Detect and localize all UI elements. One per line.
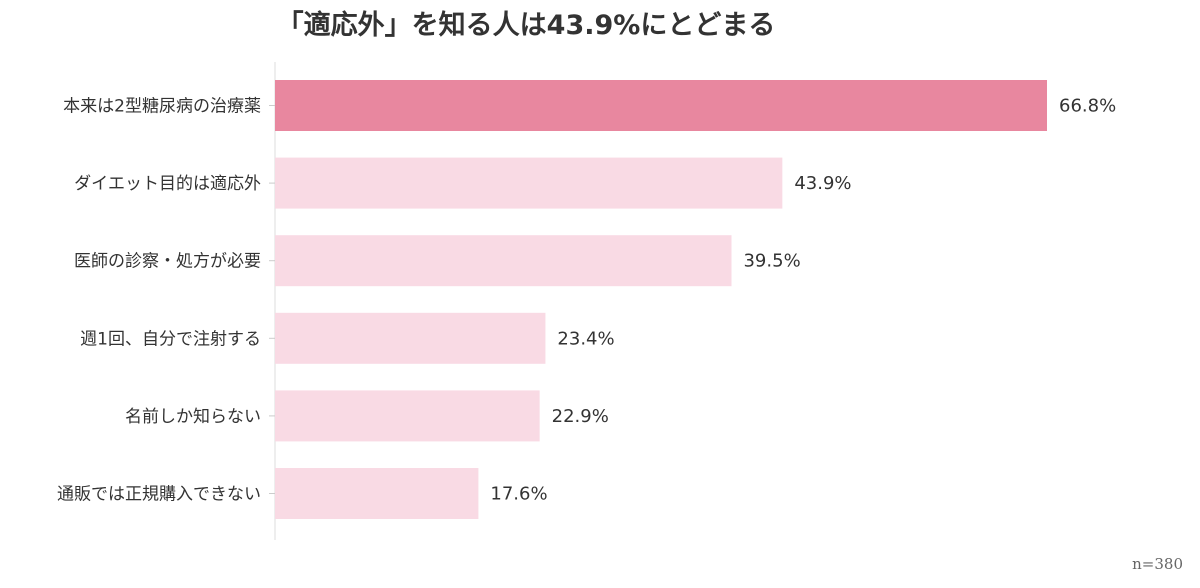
bar xyxy=(275,312,546,364)
category-label: 名前しか知らない xyxy=(125,407,261,427)
value-label: 23.4% xyxy=(557,328,614,349)
bar xyxy=(275,157,783,209)
bar xyxy=(275,235,732,287)
category-label: 本来は2型糖尿病の治療薬 xyxy=(63,97,261,117)
category-label: 週1回、自分で注射する xyxy=(80,329,261,349)
category-label: 医師の診察・処方が必要 xyxy=(74,252,261,272)
sample-size-note: n=380 xyxy=(1132,555,1183,573)
bar xyxy=(275,468,479,519)
value-label: 22.9% xyxy=(552,406,609,427)
bar xyxy=(275,390,540,442)
value-label: 39.5% xyxy=(743,251,800,272)
category-label: 通販では正規購入できない xyxy=(57,485,261,505)
value-label: 66.8% xyxy=(1059,96,1116,117)
value-label: 17.6% xyxy=(490,484,547,505)
value-label: 43.9% xyxy=(794,173,851,194)
chart-title: 「適応外」を知る人は43.9%にとどまる xyxy=(277,9,776,41)
bar xyxy=(275,80,1047,131)
category-label: ダイエット目的は適応外 xyxy=(74,174,261,194)
bars-group: 本来は2型糖尿病の治療薬 66.8% ダイエット目的は適応外 43.9% 医師の診察・処… xyxy=(57,80,1116,519)
